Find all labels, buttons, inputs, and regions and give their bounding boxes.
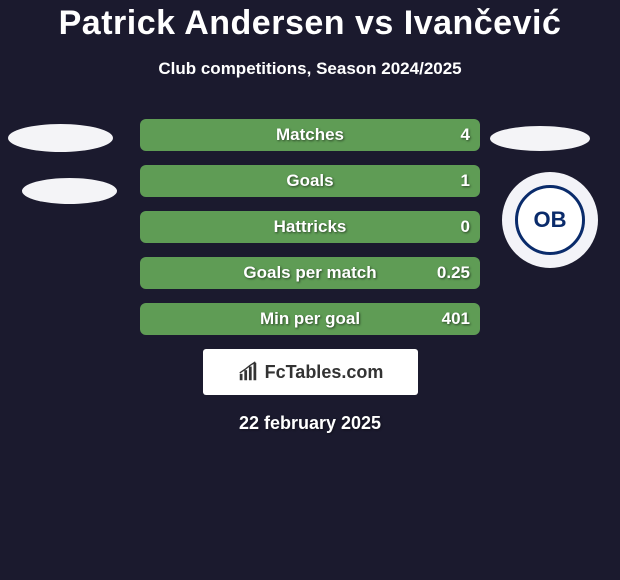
stat-value: 0 [461,217,470,237]
avatar-placeholder [22,178,117,204]
logo-box: FcTables.com [203,349,418,395]
avatar-placeholder [8,124,113,152]
stat-label: Goals [286,171,333,191]
stat-value: 4 [461,125,470,145]
chart-icon [237,361,259,383]
stat-bar: Goals 1 [140,165,480,197]
stat-value: 401 [442,309,470,329]
club-badge: OB [502,172,598,268]
stat-bar: Matches 4 [140,119,480,151]
date-text: 22 february 2025 [0,413,620,434]
stat-value: 1 [461,171,470,191]
logo-text: FcTables.com [265,362,384,383]
logo: FcTables.com [237,361,384,383]
avatar-placeholder [490,126,590,151]
club-badge-text: OB [515,185,585,255]
stat-bar: Min per goal 401 [140,303,480,335]
stat-label: Hattricks [274,217,347,237]
stat-label: Goals per match [243,263,376,283]
stat-bar: Goals per match 0.25 [140,257,480,289]
subtitle: Club competitions, Season 2024/2025 [0,59,620,79]
stat-label: Matches [276,125,344,145]
stat-bar: Hattricks 0 [140,211,480,243]
stat-label: Min per goal [260,309,360,329]
stat-value: 0.25 [437,263,470,283]
page-title: Patrick Andersen vs Ivančević [0,0,620,43]
